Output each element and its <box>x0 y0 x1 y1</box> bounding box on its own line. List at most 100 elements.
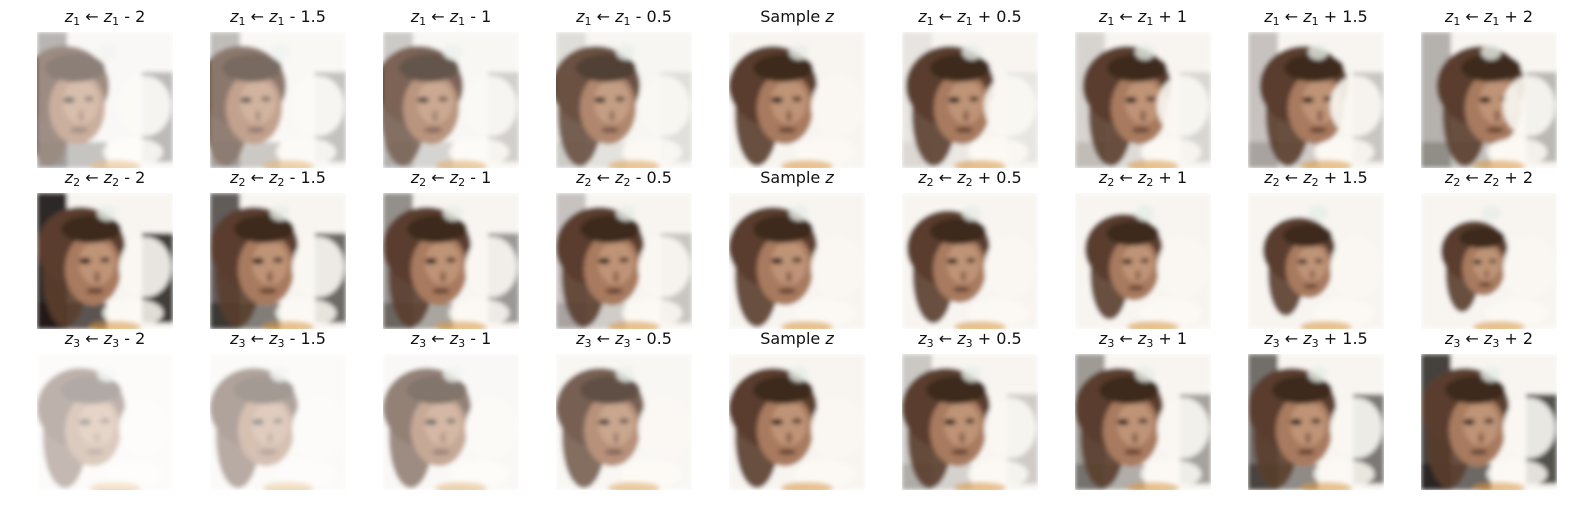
assign-arrow: ← <box>85 168 99 187</box>
latent-symbol: z <box>449 329 459 348</box>
shift-amount: 1 <box>481 168 492 187</box>
generated-image-frame <box>383 193 519 329</box>
generated-face-image <box>1421 354 1557 490</box>
latent-index: 3 <box>112 337 120 350</box>
shift-operator: + <box>1323 168 1338 187</box>
generated-face-image <box>1248 193 1384 329</box>
panel-title: z2 ← z2 + 1 <box>1053 167 1233 189</box>
latent-symbol: z <box>1483 7 1493 26</box>
sample-symbol: z <box>825 329 834 348</box>
generated-image-frame <box>210 354 346 490</box>
traversal-panel: Sample z <box>729 328 865 490</box>
latent-index: 3 <box>1453 337 1461 350</box>
generated-image-frame <box>1421 32 1557 168</box>
sample-label: Sample <box>760 329 821 348</box>
shift-amount: 1.5 <box>1342 168 1368 187</box>
shift-operator: + <box>977 168 992 187</box>
latent-symbol: z <box>1264 329 1273 348</box>
shift-amount: 0.5 <box>646 168 672 187</box>
generated-face-image <box>210 354 346 490</box>
traversal-panel: z2 ← z2 + 0.5 <box>902 167 1038 329</box>
assign-arrow: ← <box>1465 7 1479 26</box>
shift-amount: 0.5 <box>996 329 1022 348</box>
latent-symbol: z <box>1137 329 1147 348</box>
generated-image-frame <box>902 193 1038 329</box>
traversal-panel: z1 ← z1 + 0.5 <box>902 6 1038 168</box>
latent-index: 1 <box>419 15 427 28</box>
sample-symbol: z <box>825 168 834 187</box>
generated-image-frame <box>383 354 519 490</box>
latent-index: 3 <box>1107 337 1115 350</box>
panel-title: z2 ← z2 - 1 <box>361 167 541 189</box>
generated-face-image <box>902 193 1038 329</box>
latent-symbol: z <box>1264 7 1273 26</box>
assign-arrow: ← <box>1284 168 1299 187</box>
latent-index: 3 <box>458 337 466 350</box>
latent-index: 3 <box>419 337 427 350</box>
latent-symbol: z <box>449 168 459 187</box>
assign-arrow: ← <box>250 168 264 187</box>
shift-operator: + <box>1504 329 1518 348</box>
generated-image-frame <box>1421 354 1557 490</box>
assign-arrow: ← <box>85 329 99 348</box>
latent-symbol: z <box>957 7 966 26</box>
shift-amount: 2 <box>135 168 146 187</box>
generated-image-frame <box>210 193 346 329</box>
traversal-panel: z1 ← z1 - 1.5 <box>210 6 346 168</box>
latent-index: 1 <box>1492 15 1500 28</box>
traversal-panel: z3 ← z3 - 1.5 <box>210 328 346 490</box>
latent-index: 3 <box>277 337 285 350</box>
latent-symbol: z <box>1303 7 1312 26</box>
latent-symbol: z <box>103 329 113 348</box>
traversal-panel: z1 ← z1 + 1.5 <box>1248 6 1384 168</box>
generated-face-image <box>210 193 346 329</box>
latent-symbol: z <box>1444 7 1454 26</box>
latent-index: 2 <box>1492 176 1500 189</box>
assign-arrow: ← <box>596 329 610 348</box>
generated-image-frame <box>556 193 692 329</box>
latent-symbol: z <box>918 7 927 26</box>
latent-index: 2 <box>1107 176 1115 189</box>
traversal-panel: z1 ← z1 + 2 <box>1421 6 1557 168</box>
generated-face-image <box>902 32 1038 168</box>
latent-symbol: z <box>1264 168 1273 187</box>
generated-face-image <box>1075 193 1211 329</box>
panel-title: Sample z <box>707 328 887 350</box>
generated-face-image <box>37 32 173 168</box>
shift-amount: 2 <box>1522 168 1534 187</box>
generated-face-image <box>556 193 692 329</box>
latent-symbol: z <box>576 329 585 348</box>
latent-index: 2 <box>419 176 427 189</box>
latent-symbol: z <box>269 168 278 187</box>
latent-index: 3 <box>1311 337 1319 350</box>
latent-symbol: z <box>1303 329 1312 348</box>
traversal-panel: Sample z <box>729 6 865 168</box>
shift-operator: + <box>977 329 992 348</box>
traversal-panel: z2 ← z2 + 2 <box>1421 167 1557 329</box>
generated-image-frame <box>1248 354 1384 490</box>
shift-operator: - <box>289 7 296 26</box>
traversal-panel: z1 ← z1 - 1 <box>383 6 519 168</box>
latent-symbol: z <box>1137 7 1147 26</box>
traversal-panel: z3 ← z3 + 0.5 <box>902 328 1038 490</box>
latent-symbol: z <box>615 329 624 348</box>
shift-operator: + <box>1158 7 1172 26</box>
latent-index: 2 <box>238 176 246 189</box>
latent-index: 3 <box>965 337 973 350</box>
shift-amount: 1.5 <box>300 329 326 348</box>
latent-symbol: z <box>410 168 420 187</box>
shift-amount: 2 <box>1522 329 1534 348</box>
traversal-panel: z2 ← z2 - 1.5 <box>210 167 346 329</box>
shift-operator: - <box>470 7 476 26</box>
shift-operator: + <box>1158 329 1172 348</box>
latent-index: 3 <box>1492 337 1500 350</box>
latent-index: 3 <box>238 337 246 350</box>
assign-arrow: ← <box>938 7 953 26</box>
generated-face-image <box>1075 354 1211 490</box>
traversal-panel: z1 ← z1 - 2 <box>37 6 173 168</box>
latent-symbol: z <box>1098 168 1108 187</box>
shift-amount: 1.5 <box>300 7 326 26</box>
assign-arrow: ← <box>1284 7 1299 26</box>
shift-operator: - <box>289 329 296 348</box>
generated-image-frame <box>37 193 173 329</box>
